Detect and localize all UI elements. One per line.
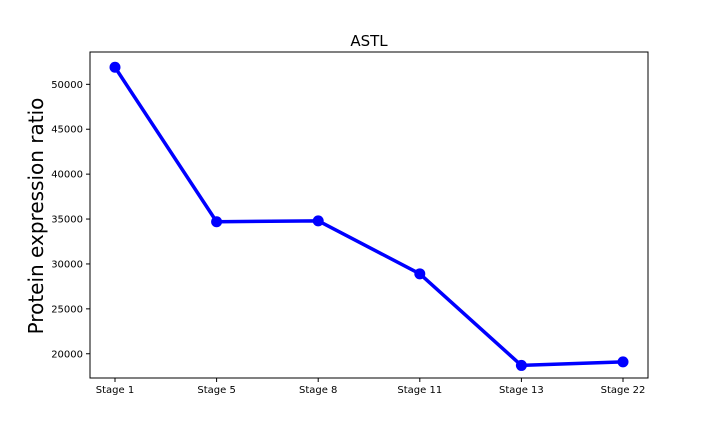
y-tick-label: 20000 <box>51 349 83 360</box>
x-tick-label: Stage 22 <box>601 385 646 396</box>
series-line <box>113 65 625 368</box>
y-tick-label: 50000 <box>51 80 83 91</box>
y-tick-label: 40000 <box>51 170 83 181</box>
series-group <box>109 61 629 371</box>
x-tick-label: Stage 13 <box>499 385 544 396</box>
y-axis-ticks: 20000 25000 30000 35000 40000 45000 50000 <box>51 80 90 360</box>
y-tick-label: 45000 <box>51 125 83 136</box>
data-point <box>109 61 121 73</box>
data-point <box>515 359 527 371</box>
y-tick-label: 35000 <box>51 215 83 226</box>
y-tick-label: 25000 <box>51 304 83 315</box>
x-tick-label: Stage 11 <box>397 385 442 396</box>
data-point <box>312 215 324 227</box>
chart-title: ASTL <box>350 32 388 50</box>
data-point <box>414 268 426 280</box>
x-axis-ticks: Stage 1 Stage 5 Stage 8 Stage 11 Stage 13 Sta… <box>96 378 646 396</box>
data-point <box>617 356 629 368</box>
x-tick-label: Stage 5 <box>197 385 235 396</box>
y-tick-label: 30000 <box>51 259 83 270</box>
x-tick-label: Stage 1 <box>96 385 134 396</box>
y-axis-label: Protein expression ratio <box>24 98 48 335</box>
plot-area-frame <box>89 51 649 379</box>
data-point <box>211 216 223 228</box>
x-tick-label: Stage 8 <box>299 385 337 396</box>
